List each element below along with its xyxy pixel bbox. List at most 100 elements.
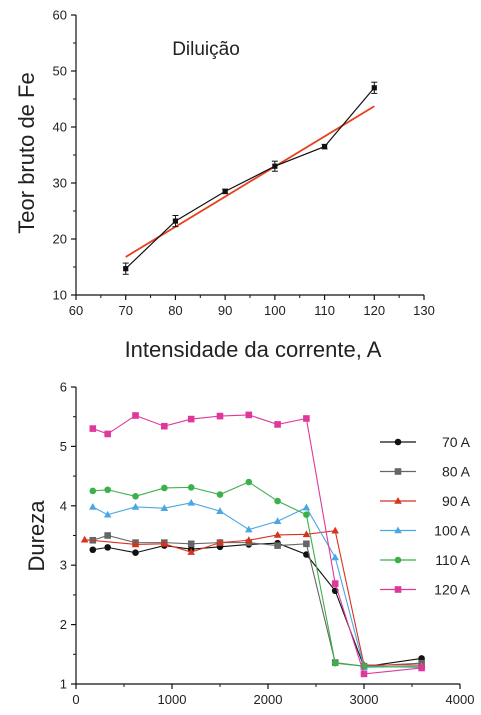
chart-2-y-tick-label: 4: [60, 498, 67, 513]
chart-1-y-tick-label: 50: [53, 64, 67, 79]
series-point-100a: [216, 507, 224, 514]
series-point-110a: [245, 478, 253, 486]
series-point-90a: [245, 536, 253, 544]
series-point-90a: [131, 540, 140, 548]
series-point-110a: [216, 491, 224, 498]
legend-label-80a: 80 A: [442, 464, 471, 480]
legend-label-110a: 110 A: [435, 552, 470, 568]
chart-2-y-tick-label: 5: [60, 439, 67, 454]
series-point-110a: [274, 497, 281, 505]
chart-1-axes: 60 70 80 90 100 110 120 130 10 20 30 40 50 60: [53, 8, 435, 319]
legend-marker-100a: [394, 526, 402, 534]
series-point-120a: [274, 421, 281, 428]
series-point-120a: [418, 664, 425, 672]
series-line-100a: [92, 502, 422, 668]
series-point-90a: [302, 530, 311, 538]
series-point-110a: [132, 492, 139, 500]
legend-marker-90a: [394, 497, 402, 504]
chart-1-y-tick-label: 10: [53, 288, 67, 303]
chart-1-x-tick-label: 70: [118, 303, 132, 318]
chart-2-y-tick-label: 1: [60, 677, 67, 692]
series-point-90a: [160, 539, 169, 547]
chart-1-y-tick-label: 20: [53, 232, 67, 247]
chart-2-legend: 70 A 80 A 90 A 100 A 110 A 120 A: [380, 434, 471, 598]
series-point-90a: [273, 530, 282, 538]
series-point-110a: [89, 487, 97, 495]
series-point-120a: [216, 412, 224, 420]
legend-marker-110a: [394, 556, 402, 564]
series-point-90a: [331, 526, 339, 534]
chart-1-x-tick-label: 60: [69, 303, 83, 318]
chart-1-x-tick-label: 80: [168, 303, 182, 318]
fit-line: [125, 105, 375, 258]
series-point-100a: [187, 498, 195, 506]
series-point-80a: [274, 542, 281, 549]
series-point-100a: [302, 503, 311, 511]
series-point-120a: [89, 425, 97, 432]
legend-label-90a: 90 A: [442, 493, 471, 509]
series-point-100a: [89, 503, 97, 510]
chart-1-x-tick-label: 120: [363, 303, 385, 318]
series-point-120a: [161, 422, 168, 430]
series-point-120a: [132, 412, 139, 419]
legend-marker-80a: [394, 468, 402, 475]
series-point-90a: [187, 548, 195, 555]
series-point-70a: [89, 546, 97, 554]
legend-label-70a: 70 A: [442, 434, 471, 450]
chart-2-x-tick-label: 0: [72, 692, 79, 707]
series-point-120a: [331, 580, 339, 587]
chart-2-marks: [80, 411, 426, 678]
measured-point: [222, 188, 228, 194]
series-point-110a: [161, 484, 168, 492]
series-line-110a: [92, 481, 422, 668]
chart-1-marks: [122, 81, 378, 275]
chart-2-y-tick-label: 3: [60, 558, 67, 573]
series-point-120a: [104, 430, 111, 438]
series-point-100a: [160, 504, 169, 511]
series-point-120a: [303, 415, 310, 422]
series-point-120a: [245, 411, 253, 419]
series-point-90a: [216, 538, 224, 546]
chart-1-annotation: Diluição: [172, 39, 240, 60]
legend-marker-70a: [394, 438, 402, 446]
measured-point: [172, 218, 179, 224]
chart-2-y-tick-label: 6: [60, 380, 67, 395]
series-point-100a: [103, 510, 112, 518]
legend-marker-120a: [394, 586, 402, 593]
chart-1-y-tick-label: 40: [53, 120, 67, 135]
chart-2: Dureza 0 1000 2000 3000 4000 1 2 3 4 5 6 70 A 80 A 9…: [24, 380, 474, 708]
measured-point: [123, 266, 129, 272]
series-point-100a: [273, 517, 282, 525]
series-point-80a: [104, 532, 111, 539]
chart-1: Diluição Teor bruto de Fe Intensidade da…: [14, 8, 435, 363]
series-point-110a: [331, 659, 339, 667]
legend-label-120a: 120 A: [434, 582, 470, 598]
chart-2-x-tick-label: 4000: [446, 692, 475, 707]
series-point-110a: [104, 486, 111, 494]
chart-1-y-tick-label: 30: [53, 176, 67, 191]
measured-point: [371, 85, 377, 91]
chart-2-x-tick-label: 1000: [158, 692, 187, 707]
chart-1-ylabel: Teor bruto de Fe: [14, 72, 39, 233]
series-point-120a: [360, 670, 368, 678]
chart-2-y-tick-label: 2: [60, 617, 67, 632]
chart-1-x-tick-label: 90: [218, 303, 232, 318]
measured-point: [272, 163, 278, 169]
series-point-100a: [331, 553, 339, 561]
chart-1-x-tick-label: 130: [413, 303, 435, 318]
legend-label-100a: 100 A: [434, 523, 470, 539]
series-point-90a: [80, 535, 89, 543]
series-line-120a: [92, 414, 422, 675]
series-line-70a: [92, 542, 422, 668]
chart-2-x-tick-label: 2000: [254, 692, 283, 707]
series-point-120a: [187, 415, 195, 423]
chart-2-x-tick-label: 3000: [350, 692, 379, 707]
series-line-80a: [92, 534, 422, 667]
chart-2-axes: 0 1000 2000 3000 4000 1 2 3 4 5 6: [60, 380, 475, 708]
measured-point: [321, 144, 328, 150]
series-point-80a: [187, 540, 195, 548]
chart-2-ylabel: Dureza: [24, 500, 49, 572]
chart-1-xlabel: Intensidade da corrente, A: [125, 337, 382, 362]
chart-1-x-tick-label: 110: [314, 303, 335, 318]
